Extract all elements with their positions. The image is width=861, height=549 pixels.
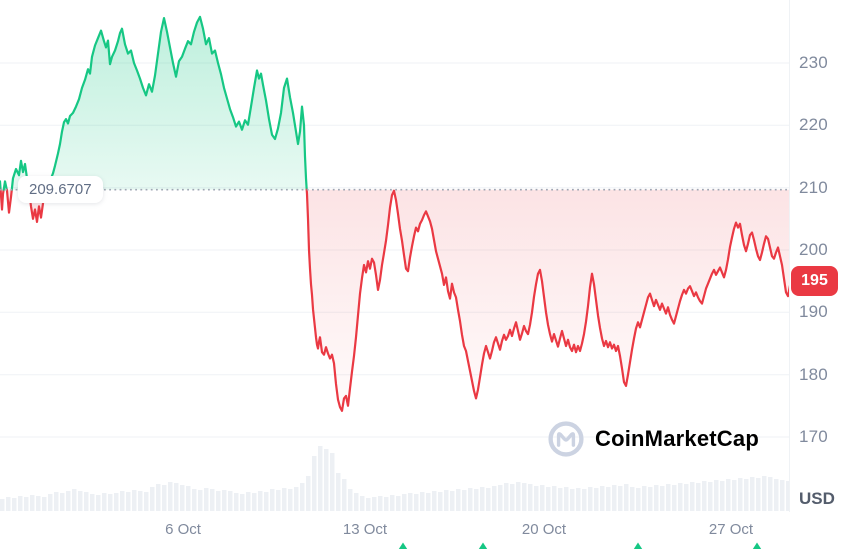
y-axis-tick-label: 190: [799, 302, 828, 321]
y-axis-tick-label: 180: [799, 365, 828, 384]
y-axis-tick-label: 220: [799, 115, 828, 134]
x-axis-tick-label: 13 Oct: [342, 521, 388, 538]
price-chart-canvas[interactable]: [0, 0, 790, 512]
y-axis-tick-label: 170: [799, 427, 828, 446]
watermark-text: CoinMarketCap: [595, 426, 759, 451]
currency-unit-label: USD: [799, 489, 835, 508]
coinmarketcap-logo-icon: [548, 421, 584, 457]
event-markers: [398, 542, 762, 549]
coinmarketcap-watermark: CoinMarketCap: [547, 420, 759, 458]
y-axis-tick-label: 230: [799, 53, 828, 72]
x-axis-tick-label: 20 Oct: [521, 521, 567, 538]
x-axis-tick-label: 6 Oct: [165, 521, 201, 538]
x-axis-tick-label: 27 Oct: [708, 521, 754, 538]
y-axis-tick-label: 200: [799, 240, 828, 259]
baseline-price-label: 209.6707: [18, 176, 103, 203]
last-price-badge: 195: [791, 266, 838, 296]
y-axis-tick-label: 210: [799, 178, 828, 197]
